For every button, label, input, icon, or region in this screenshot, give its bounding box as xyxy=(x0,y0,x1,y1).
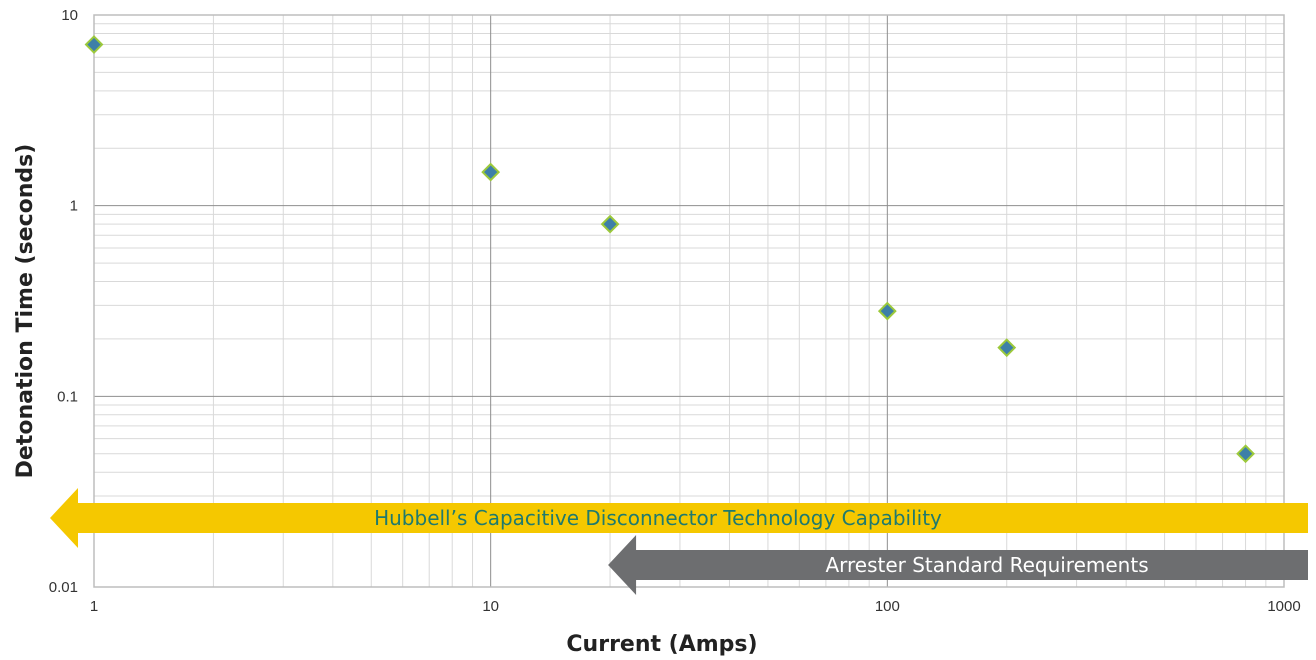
data-points xyxy=(84,35,1255,464)
y-axis-title: Detonation Time (seconds) xyxy=(13,144,38,479)
y-tick-label: 0.01 xyxy=(49,579,78,596)
y-tick-label: 1 xyxy=(70,198,78,215)
capability-arrow xyxy=(50,488,1308,548)
data-point xyxy=(600,214,620,234)
data-point xyxy=(481,162,501,182)
y-tick-labels: 10 1 0.1 0.01 xyxy=(49,7,78,596)
requirements-arrow-label: Arrester Standard Requirements xyxy=(825,553,1148,577)
data-point xyxy=(84,35,104,54)
data-point xyxy=(877,301,897,321)
requirements-arrow xyxy=(608,535,1308,595)
plot-frame xyxy=(93,14,1285,588)
minor-grid xyxy=(94,15,1284,587)
capability-arrows: Hubbell’s Capacitive Disconnector Techno… xyxy=(50,488,1308,595)
y-tick-label: 0.1 xyxy=(57,388,78,405)
x-tick-label: 1000 xyxy=(1267,598,1300,615)
x-axis-title: Current (Amps) xyxy=(566,632,757,657)
x-tick-labels: 1 10 100 1000 xyxy=(90,598,1301,615)
x-tick-label: 10 xyxy=(482,598,499,615)
data-point xyxy=(997,338,1017,358)
x-tick-label: 1 xyxy=(90,598,98,615)
capability-arrow-label: Hubbell’s Capacitive Disconnector Techno… xyxy=(374,506,942,530)
x-tick-label: 100 xyxy=(875,598,900,615)
data-point xyxy=(1236,444,1255,464)
y-tick-label: 10 xyxy=(61,7,78,24)
major-grid xyxy=(93,15,1284,588)
